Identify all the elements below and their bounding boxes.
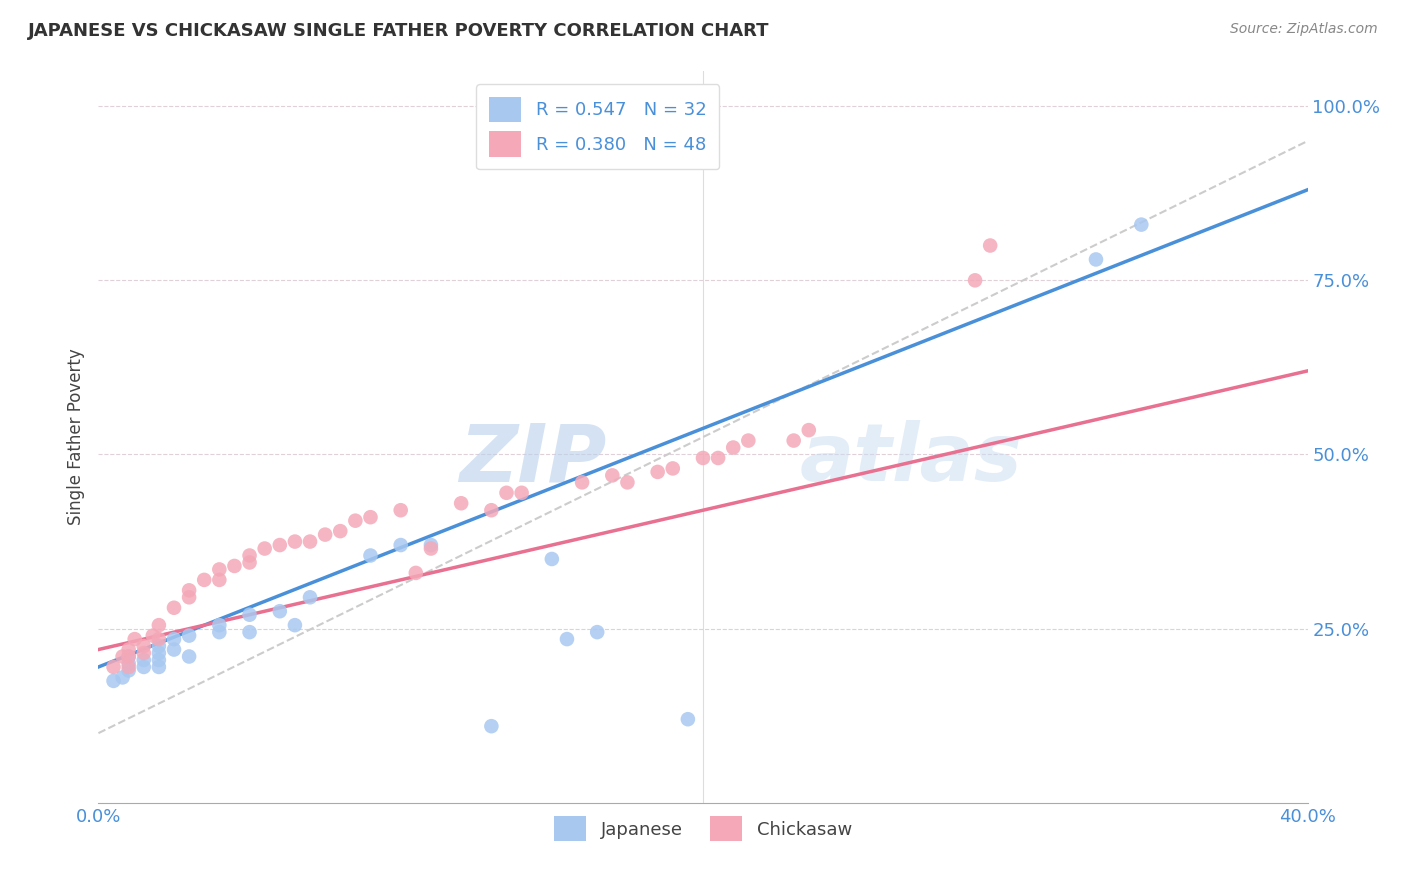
Point [360, 510, 382, 524]
Point [118, 664, 141, 678]
Point [571, 475, 593, 490]
Point [148, 653, 170, 667]
Point [103, 673, 125, 688]
Point [148, 660, 170, 674]
Point [124, 632, 146, 646]
Point [481, 719, 503, 733]
Point [737, 434, 759, 448]
Point [540, 552, 562, 566]
Point [299, 534, 322, 549]
Point [344, 514, 367, 528]
Point [239, 607, 262, 622]
Point [208, 625, 231, 640]
Point [1085, 252, 1108, 267]
Point [797, 423, 820, 437]
Text: atlas: atlas [800, 420, 1022, 498]
Point [979, 238, 1001, 252]
Point [389, 503, 412, 517]
Point [239, 549, 262, 563]
Point [389, 538, 412, 552]
Point [707, 450, 730, 465]
Point [118, 660, 141, 674]
Point [163, 632, 186, 646]
Point [208, 573, 231, 587]
Point [111, 649, 134, 664]
Point [360, 549, 382, 563]
Point [179, 583, 201, 598]
Point [132, 646, 155, 660]
Point [148, 646, 170, 660]
Point [676, 712, 699, 726]
Point [602, 468, 624, 483]
Point [148, 632, 170, 646]
Point [450, 496, 472, 510]
Point [103, 660, 125, 674]
Point [208, 562, 231, 576]
Point [692, 450, 714, 465]
Point [132, 653, 155, 667]
Point [495, 485, 517, 500]
Point [239, 556, 262, 570]
Point [269, 604, 291, 618]
Point [616, 475, 638, 490]
Y-axis label: Single Father Poverty: Single Father Poverty [66, 349, 84, 525]
Point [269, 538, 291, 552]
Point [314, 527, 336, 541]
Text: Source: ZipAtlas.com: Source: ZipAtlas.com [1230, 22, 1378, 37]
Point [179, 629, 201, 643]
Point [179, 591, 201, 605]
Point [555, 632, 578, 646]
Point [193, 573, 215, 587]
Point [142, 629, 165, 643]
Point [420, 538, 443, 552]
Point [148, 618, 170, 632]
Point [132, 660, 155, 674]
Point [253, 541, 276, 556]
Point [163, 600, 186, 615]
Point [481, 503, 503, 517]
Point [420, 541, 443, 556]
Point [163, 642, 186, 657]
Point [510, 485, 533, 500]
Point [118, 649, 141, 664]
Point [299, 591, 322, 605]
Legend: Japanese, Chickasaw: Japanese, Chickasaw [543, 805, 863, 852]
Point [208, 618, 231, 632]
Point [965, 273, 987, 287]
Point [118, 649, 141, 664]
Point [661, 461, 683, 475]
Point [118, 642, 141, 657]
Point [723, 441, 745, 455]
Point [239, 625, 262, 640]
Point [647, 465, 669, 479]
Point [783, 434, 806, 448]
Point [148, 639, 170, 653]
Point [224, 558, 246, 573]
Point [329, 524, 352, 538]
Point [179, 649, 201, 664]
Point [111, 670, 134, 684]
Point [1130, 218, 1153, 232]
Point [284, 618, 307, 632]
Point [132, 639, 155, 653]
Point [118, 657, 141, 671]
Point [405, 566, 427, 580]
Text: JAPANESE VS CHICKASAW SINGLE FATHER POVERTY CORRELATION CHART: JAPANESE VS CHICKASAW SINGLE FATHER POVE… [28, 22, 769, 40]
Point [586, 625, 609, 640]
Text: ZIP: ZIP [458, 420, 606, 498]
Point [284, 534, 307, 549]
